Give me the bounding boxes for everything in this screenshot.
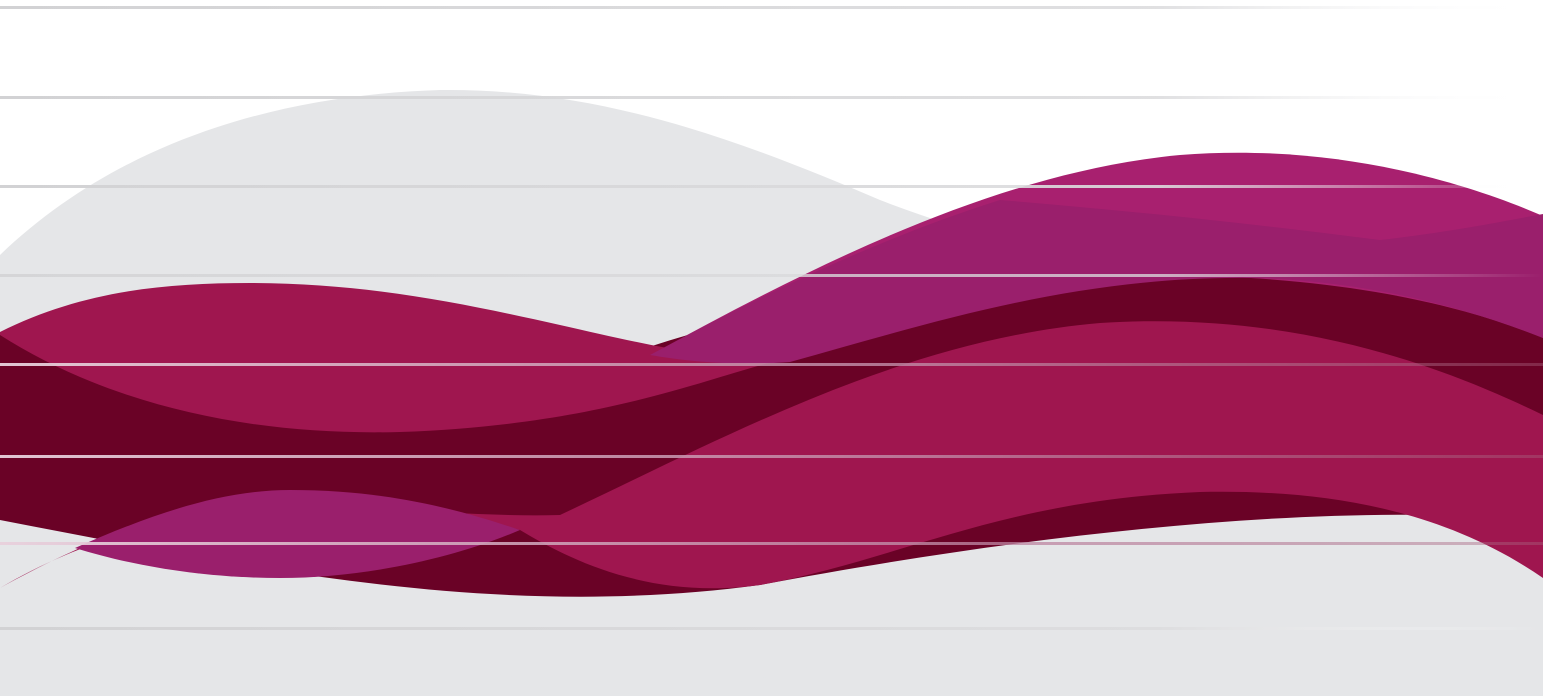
stripe — [0, 185, 1543, 188]
stripe — [0, 455, 1543, 458]
purple-overlap-lower — [75, 490, 520, 578]
grey-wave-bottom — [0, 584, 1543, 696]
stripe — [0, 363, 1543, 366]
crimson-wave-upper — [0, 283, 780, 433]
crimson-wave-lower — [0, 321, 1543, 589]
purple-overlap-upper — [650, 200, 1543, 364]
stripe — [0, 96, 1543, 99]
stripe — [0, 6, 1543, 9]
horizontal-stripes — [0, 6, 1543, 630]
stripe — [0, 627, 1543, 630]
stripe — [0, 274, 1543, 277]
stripe — [0, 542, 1543, 545]
